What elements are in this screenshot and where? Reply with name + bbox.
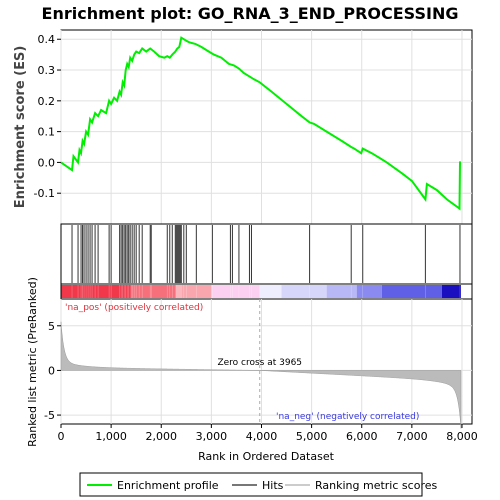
metric-ylabel: Ranked list metric (PreRanked): [26, 277, 39, 447]
es-panel: [60, 29, 473, 225]
rank-color-segment: [356, 285, 382, 298]
metric-panel: [60, 298, 473, 425]
legend-label-hits: Hits: [262, 479, 284, 492]
es-ytick-label: -0.1: [34, 187, 55, 200]
x-tick-label: 6,000: [346, 430, 378, 443]
x-tick-label: 8,000: [446, 430, 478, 443]
zero-cross-label: Zero cross at 3965: [217, 358, 302, 368]
pos-correlated-label: 'na_pos' (positively correlated): [65, 303, 203, 313]
rank-color-segment: [441, 285, 461, 298]
es-ytick-label: 0.2: [38, 95, 56, 108]
es-ytick-label: 0.3: [38, 64, 56, 77]
chart-title: Enrichment plot: GO_RNA_3_END_PROCESSING: [42, 4, 459, 23]
x-tick-label: 5,000: [296, 430, 328, 443]
x-tick-label: 2,000: [145, 430, 177, 443]
x-tick-label: 7,000: [396, 430, 428, 443]
metric-ytick-label: -5: [44, 409, 55, 422]
enrichment-profile-line: [60, 36, 461, 211]
es-ylabel: Enrichment score (ES): [13, 46, 28, 209]
rank-color-segment: [381, 285, 442, 298]
rank-color-segment: [211, 285, 260, 298]
rank-color-segment: [259, 285, 282, 298]
x-axis-label: Rank in Ordered Dataset: [198, 450, 335, 463]
es-ytick-label: 0.1: [38, 126, 56, 139]
rank-color-segment: [326, 285, 357, 298]
metric-ytick-label: 0: [48, 364, 55, 377]
rank-color-segment: [281, 285, 327, 298]
x-tick-label: 4,000: [246, 430, 278, 443]
x-tick-label: 0: [58, 430, 65, 443]
ranking-metric-area: [60, 321, 462, 429]
legend-label-enrichment-profile: Enrichment profile: [117, 479, 219, 492]
legend-item-hits: Hits: [232, 479, 284, 492]
legend-item-enrichment-profile: Enrichment profile: [87, 479, 219, 492]
neg-correlated-label: 'na_neg' (negatively correlated): [276, 412, 419, 422]
legend-label-ranking-metric: Ranking metric scores: [315, 479, 437, 492]
rank-color-segment: [176, 285, 212, 298]
rank-color-segment: [61, 285, 132, 298]
metric-ytick-label: 5: [48, 320, 55, 333]
es-ytick-label: 0.4: [38, 33, 56, 46]
rank-color-bar: [61, 285, 461, 298]
x-tick-label: 3,000: [196, 430, 228, 443]
x-tick-label: 1,000: [95, 430, 127, 443]
legend-item-ranking-metric: Ranking metric scores: [285, 479, 437, 492]
es-ytick-label: 0.0: [38, 156, 56, 169]
rank-color-segment: [131, 285, 177, 298]
